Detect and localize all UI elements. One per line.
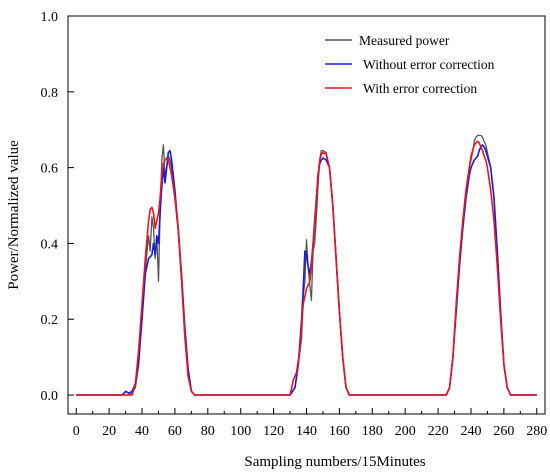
x-tick-label: 100: [230, 424, 251, 439]
y-axis: 0.0 0.2 0.4 0.6 0.8 1.0: [41, 10, 74, 404]
series-layer: [76, 134, 537, 396]
x-axis-label: Sampling numbers/15Minutes: [244, 454, 425, 470]
y-tick-label: 0.6: [41, 162, 59, 177]
legend-label-2: Without error correction: [363, 57, 495, 72]
x-tick-label: 160: [329, 424, 350, 439]
series-line-1: [76, 134, 537, 396]
legend: Measured power Without error correction Wi…: [325, 33, 495, 96]
y-tick-label: 0.0: [41, 389, 59, 404]
y-tick-label: 1.0: [41, 10, 59, 25]
x-tick-label: 0: [73, 424, 80, 439]
x-tick-label: 40: [135, 424, 149, 439]
x-tick-label: 60: [168, 424, 182, 439]
y-tick-label: 0.2: [41, 313, 59, 328]
legend-label-3: With error correction: [363, 81, 477, 96]
y-tick-label: 0.8: [41, 86, 59, 101]
x-tick-label: 200: [395, 424, 416, 439]
y-tick-label: 0.4: [41, 237, 59, 252]
x-tick-label: 240: [460, 424, 481, 439]
y-axis-label: Power/Normalized value: [6, 140, 22, 290]
x-tick-label: 180: [362, 424, 383, 439]
x-tick-label: 140: [296, 424, 317, 439]
x-tick-label: 260: [493, 424, 514, 439]
x-axis: 0 20 40 60 80 100 120 140 160 180 200 220 240 260 280: [73, 408, 547, 439]
x-tick-label: 80: [201, 424, 215, 439]
x-tick-label: 280: [526, 424, 547, 439]
x-tick-label: 220: [428, 424, 449, 439]
legend-label-1: Measured power: [359, 33, 450, 48]
x-tick-label: 120: [263, 424, 284, 439]
series-line-3: [76, 140, 537, 396]
x-tick-label: 20: [102, 424, 116, 439]
